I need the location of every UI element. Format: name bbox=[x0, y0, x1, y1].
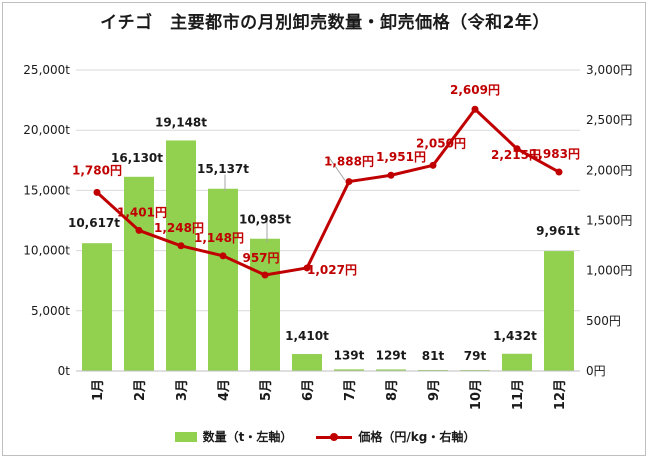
line-value-label: 1,148円 bbox=[194, 231, 244, 245]
bar bbox=[82, 243, 112, 371]
price-point bbox=[177, 242, 185, 250]
line-value-label: 1,401円 bbox=[117, 205, 167, 219]
price-point bbox=[555, 168, 563, 176]
bar-value-label: 16,130t bbox=[111, 151, 163, 165]
price-point bbox=[303, 264, 311, 272]
x-tick-label: 8月 bbox=[385, 379, 400, 401]
y-right-tick-label: 1,500円 bbox=[586, 214, 632, 228]
bar bbox=[166, 140, 196, 371]
price-point bbox=[345, 178, 353, 186]
y-right-tick-label: 1,000円 bbox=[586, 264, 632, 278]
chart-frame bbox=[2, 2, 646, 456]
x-tick-label: 1月 bbox=[91, 379, 106, 401]
x-tick-label: 11月 bbox=[511, 379, 526, 410]
bar bbox=[376, 369, 406, 371]
y-left-tick-label: 20,000t bbox=[23, 123, 70, 137]
line-value-label: 1,888円 bbox=[324, 155, 374, 169]
y-left-tick-label: 5,000t bbox=[31, 304, 70, 318]
legend-bar-swatch bbox=[174, 431, 197, 442]
legend-line-swatch bbox=[316, 432, 353, 442]
price-point bbox=[387, 171, 395, 179]
y-left-tick-label: 0t bbox=[58, 364, 71, 378]
y-right-tick-label: 0円 bbox=[586, 364, 606, 378]
y-left-tick-label: 10,000t bbox=[23, 244, 70, 258]
price-point bbox=[261, 271, 269, 279]
x-tick-label: 12月 bbox=[553, 379, 568, 410]
bar bbox=[208, 188, 238, 371]
bar bbox=[334, 369, 364, 371]
line-value-label: 957円 bbox=[242, 251, 279, 265]
legend-label-quantity: 数量（t・左軸） bbox=[202, 430, 293, 444]
x-tick-label: 10月 bbox=[469, 379, 484, 410]
bar-value-label: 10,617t bbox=[68, 216, 120, 230]
line-value-label: 2,609円 bbox=[450, 83, 500, 97]
line-value-label: 1,248円 bbox=[154, 221, 204, 235]
price-point bbox=[93, 188, 101, 196]
bar bbox=[544, 251, 574, 371]
bar-value-label: 79t bbox=[464, 349, 487, 363]
bar bbox=[292, 354, 322, 371]
bar bbox=[502, 353, 532, 371]
y-left-tick-label: 15,000t bbox=[23, 183, 70, 197]
chart-title: イチゴ 主要都市の月別卸売数量・卸売価格（令和2年） bbox=[100, 13, 550, 33]
bar bbox=[124, 176, 154, 371]
x-tick-label: 2月 bbox=[133, 379, 148, 401]
bar-value-label: 1,432t bbox=[493, 329, 537, 343]
price-point bbox=[219, 252, 227, 260]
bar-value-label: 15,137t bbox=[197, 162, 249, 176]
line-value-label: 1,951円 bbox=[376, 150, 426, 164]
x-tick-label: 7月 bbox=[343, 379, 358, 401]
bar-value-label: 1,410t bbox=[285, 329, 329, 343]
line-value-label: 1,780円 bbox=[72, 163, 122, 177]
y-right-tick-label: 500円 bbox=[586, 314, 621, 328]
bar-value-label: 139t bbox=[334, 348, 365, 362]
bar-value-label: 81t bbox=[422, 349, 445, 363]
bar-value-label: 129t bbox=[376, 348, 407, 362]
chart-legend: 数量（t・左軸） 価格（円/kg・右軸） bbox=[0, 428, 650, 445]
line-value-label: 1,983円 bbox=[530, 147, 580, 161]
legend-item-price: 価格（円/kg・右軸） bbox=[316, 428, 475, 445]
legend-item-quantity: 数量（t・左軸） bbox=[174, 428, 293, 445]
x-tick-label: 4月 bbox=[217, 379, 232, 401]
bar-value-label: 9,961t bbox=[536, 224, 580, 238]
line-value-label: 2,050円 bbox=[416, 136, 466, 150]
y-right-tick-label: 2,500円 bbox=[586, 113, 632, 127]
price-line bbox=[95, 107, 560, 277]
x-tick-label: 6月 bbox=[301, 379, 316, 401]
y-left-tick-label: 25,000t bbox=[23, 63, 70, 77]
bar-value-label: 19,148t bbox=[155, 115, 207, 129]
y-right-tick-label: 2,000円 bbox=[586, 163, 632, 177]
price-point bbox=[429, 161, 437, 169]
bar bbox=[250, 238, 280, 371]
line-value-label: 2,215円 bbox=[491, 148, 541, 162]
x-tick-label: 3月 bbox=[175, 379, 190, 401]
price-point bbox=[513, 145, 521, 153]
price-point bbox=[471, 105, 479, 113]
x-tick-label: 5月 bbox=[259, 379, 274, 401]
line-label-leader bbox=[328, 157, 346, 181]
y-right-tick-label: 3,000円 bbox=[586, 63, 632, 77]
line-value-label: 1,027円 bbox=[307, 263, 357, 277]
bar-value-label: 10,985t bbox=[239, 213, 291, 227]
x-tick-label: 9月 bbox=[427, 379, 442, 401]
legend-label-price: 価格（円/kg・右軸） bbox=[358, 430, 476, 444]
price-point bbox=[135, 226, 143, 234]
